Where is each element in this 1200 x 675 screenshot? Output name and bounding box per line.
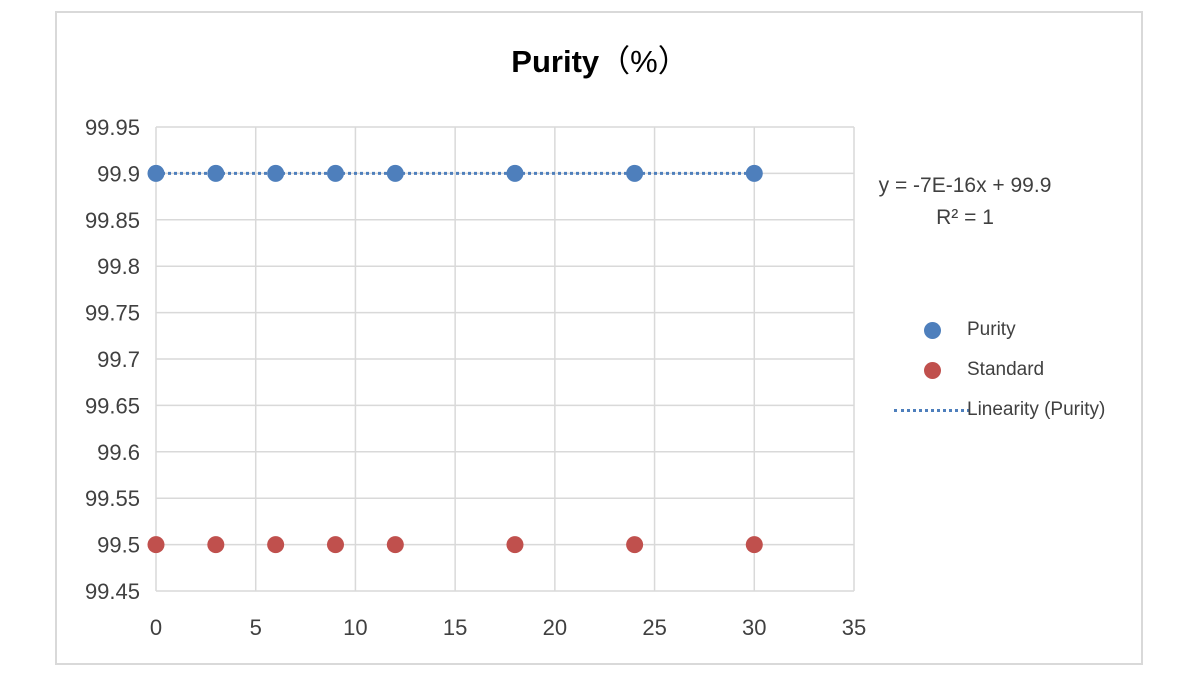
chart-title-text: Purity <box>511 44 600 79</box>
data-point-standard <box>147 536 165 554</box>
data-point-purity <box>386 164 404 182</box>
data-point-purity <box>267 164 285 182</box>
x-tick-label: 10 <box>343 615 367 640</box>
x-tick-label: 30 <box>742 615 766 640</box>
legend-label-trendline: Linearity (Purity) <box>967 399 1106 420</box>
legend-marker-purity <box>923 321 941 339</box>
legend-label-standard: Standard <box>967 359 1045 380</box>
legend-item-standard: Standard <box>892 350 1105 390</box>
y-tick-label: 99.8 <box>97 254 140 279</box>
x-tick-label: 25 <box>642 615 666 640</box>
data-point-standard <box>506 536 524 554</box>
data-point-purity <box>745 164 763 182</box>
data-point-standard <box>207 536 225 554</box>
data-points <box>147 164 763 554</box>
trendline-r-squared: R² = 1 <box>936 206 994 229</box>
tick-labels: 99.45 99.5 99.55 99.6 99.65 99.7 99.75 99.8 99.8… <box>85 115 866 640</box>
y-tick-label: 99.55 <box>85 486 140 511</box>
x-tick-label: 35 <box>842 615 866 640</box>
trendline-equation: y = -7E-16x + 99.9 <box>878 174 1052 197</box>
legend-label-purity: Purity <box>967 319 1016 340</box>
y-tick-label: 99.9 <box>97 161 140 186</box>
trendline-equation-box: y = -7E-16x + 99.9 R² = 1 <box>860 170 1070 234</box>
legend-marker-trendline <box>894 408 970 412</box>
data-point-purity <box>326 164 344 182</box>
data-point-purity <box>626 164 644 182</box>
data-point-purity <box>147 164 165 182</box>
y-tick-label: 99.75 <box>85 301 140 326</box>
x-tick-label: 0 <box>150 615 162 640</box>
data-point-standard <box>326 536 344 554</box>
y-tick-label: 99.5 <box>97 533 140 558</box>
gridlines <box>155 126 855 592</box>
legend: Purity Standard Linearity (Purity) <box>892 310 1105 430</box>
data-point-purity <box>207 164 225 182</box>
data-point-standard <box>745 536 763 554</box>
x-tick-label: 15 <box>443 615 467 640</box>
legend-marker-standard <box>923 361 941 379</box>
legend-item-purity: Purity <box>892 310 1105 350</box>
x-tick-label: 20 <box>543 615 567 640</box>
chart-title: Purity（%） <box>0 36 1200 81</box>
legend-item-trendline: Linearity (Purity) <box>892 390 1105 430</box>
data-point-purity <box>506 164 524 182</box>
x-tick-label: 5 <box>250 615 262 640</box>
y-tick-label: 99.85 <box>85 208 140 233</box>
y-tick-label: 99.6 <box>97 440 140 465</box>
data-point-standard <box>267 536 285 554</box>
data-point-standard <box>626 536 644 554</box>
y-tick-label: 99.45 <box>85 579 140 604</box>
data-point-standard <box>386 536 404 554</box>
chart-frame <box>55 11 1143 665</box>
chart-title-unit: （%） <box>599 44 689 79</box>
y-tick-label: 99.95 <box>85 115 140 140</box>
y-tick-label: 99.7 <box>97 347 140 372</box>
y-tick-label: 99.65 <box>85 393 140 418</box>
